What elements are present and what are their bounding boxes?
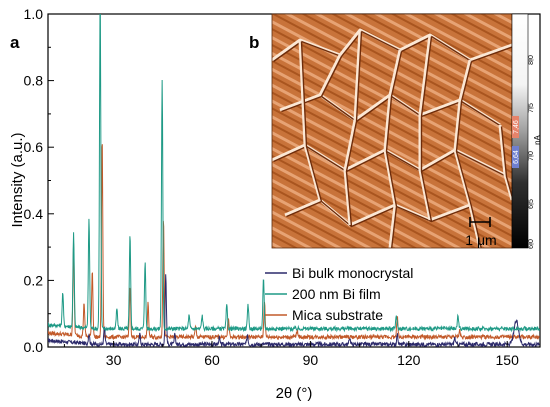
grain-boundary-dark	[385, 51, 403, 248]
grain-boundary-dark	[345, 31, 363, 227]
legend-label-mica: Mica substrate	[292, 307, 383, 323]
y-axis-label: Intensity (a.u.)	[9, 132, 26, 227]
colorbar-marker-high	[512, 116, 519, 138]
y-tick-label: 1.0	[24, 6, 44, 22]
grain-boundary-dark	[286, 200, 472, 228]
x-tick-label: 60	[204, 352, 220, 368]
grain-boundary-dark	[320, 56, 343, 97]
y-tick-label: 0.8	[24, 73, 44, 89]
legend-label-film: 200 nm Bi film	[292, 286, 381, 302]
grain-boundary-light	[453, 59, 482, 248]
series-line-2	[48, 144, 540, 341]
x-axis-label: 2θ (°)	[276, 385, 313, 402]
y-axis-ticks: 0.0 0.2 0.4 0.6 0.8 1.0	[24, 6, 54, 355]
grain-boundary-light	[418, 34, 432, 221]
colorbar-tick-label: 8,0	[528, 55, 535, 65]
afm-inset: 1 μm 7,46 6,64 8,0 7,5 7,0 6,5 6,0 nA b	[249, 13, 542, 249]
y-tick-label: 0.6	[24, 139, 44, 155]
grain-boundary-dark	[420, 36, 433, 222]
colorbar-marker-high-label: 7,46	[513, 120, 520, 134]
grain-boundary-dark	[500, 126, 512, 199]
grain-boundary-light	[498, 124, 512, 201]
y-tick-label: 0.0	[24, 339, 44, 355]
grain-boundary-light	[298, 39, 322, 201]
grain-boundary-dark	[273, 30, 512, 63]
grain-boundary-light	[284, 198, 471, 227]
grain-boundary-dark	[455, 61, 482, 248]
series-line-0	[48, 274, 540, 347]
scale-bar-label: 1 μm	[465, 232, 496, 248]
panel-label-a: a	[10, 33, 20, 52]
afm-image	[272, 14, 512, 248]
grain-boundary-dark	[300, 41, 323, 202]
y-tick-label: 0.2	[24, 272, 44, 288]
colorbar-tick-label: 7,5	[528, 103, 535, 113]
x-axis-ticks: 30 60 90 120 150	[63, 341, 520, 368]
series-layer	[48, 14, 540, 347]
series-line-1	[48, 14, 540, 333]
x-tick-label: 90	[303, 352, 319, 368]
grain-boundary-light	[343, 29, 362, 226]
afm-grain-boundaries	[272, 28, 512, 248]
colorbar-tick-label: 7,0	[528, 151, 535, 161]
grain-boundary-light	[383, 49, 402, 248]
y-tick-label: 0.4	[24, 206, 44, 222]
panel-label-b: b	[249, 33, 259, 52]
x-tick-label: 120	[397, 352, 421, 368]
colorbar-ticks: 8,0 7,5 7,0 6,5 6,0	[528, 55, 535, 249]
colorbar-marker-low	[512, 146, 519, 168]
legend-label-bulk: Bi bulk monocrystal	[292, 265, 413, 281]
legend: Bi bulk monocrystal 200 nm Bi film Mica …	[265, 265, 413, 323]
colorbar-unit: nA	[533, 134, 542, 144]
x-tick-label: 150	[496, 352, 520, 368]
colorbar-tick-label: 6,0	[528, 239, 535, 249]
grain-boundary-light	[318, 54, 342, 96]
colorbar-tick-label: 6,5	[528, 199, 535, 209]
scale-bar	[469, 217, 491, 227]
x-tick-label: 30	[106, 352, 122, 368]
colorbar-marker-low-label: 6,64	[513, 150, 520, 164]
